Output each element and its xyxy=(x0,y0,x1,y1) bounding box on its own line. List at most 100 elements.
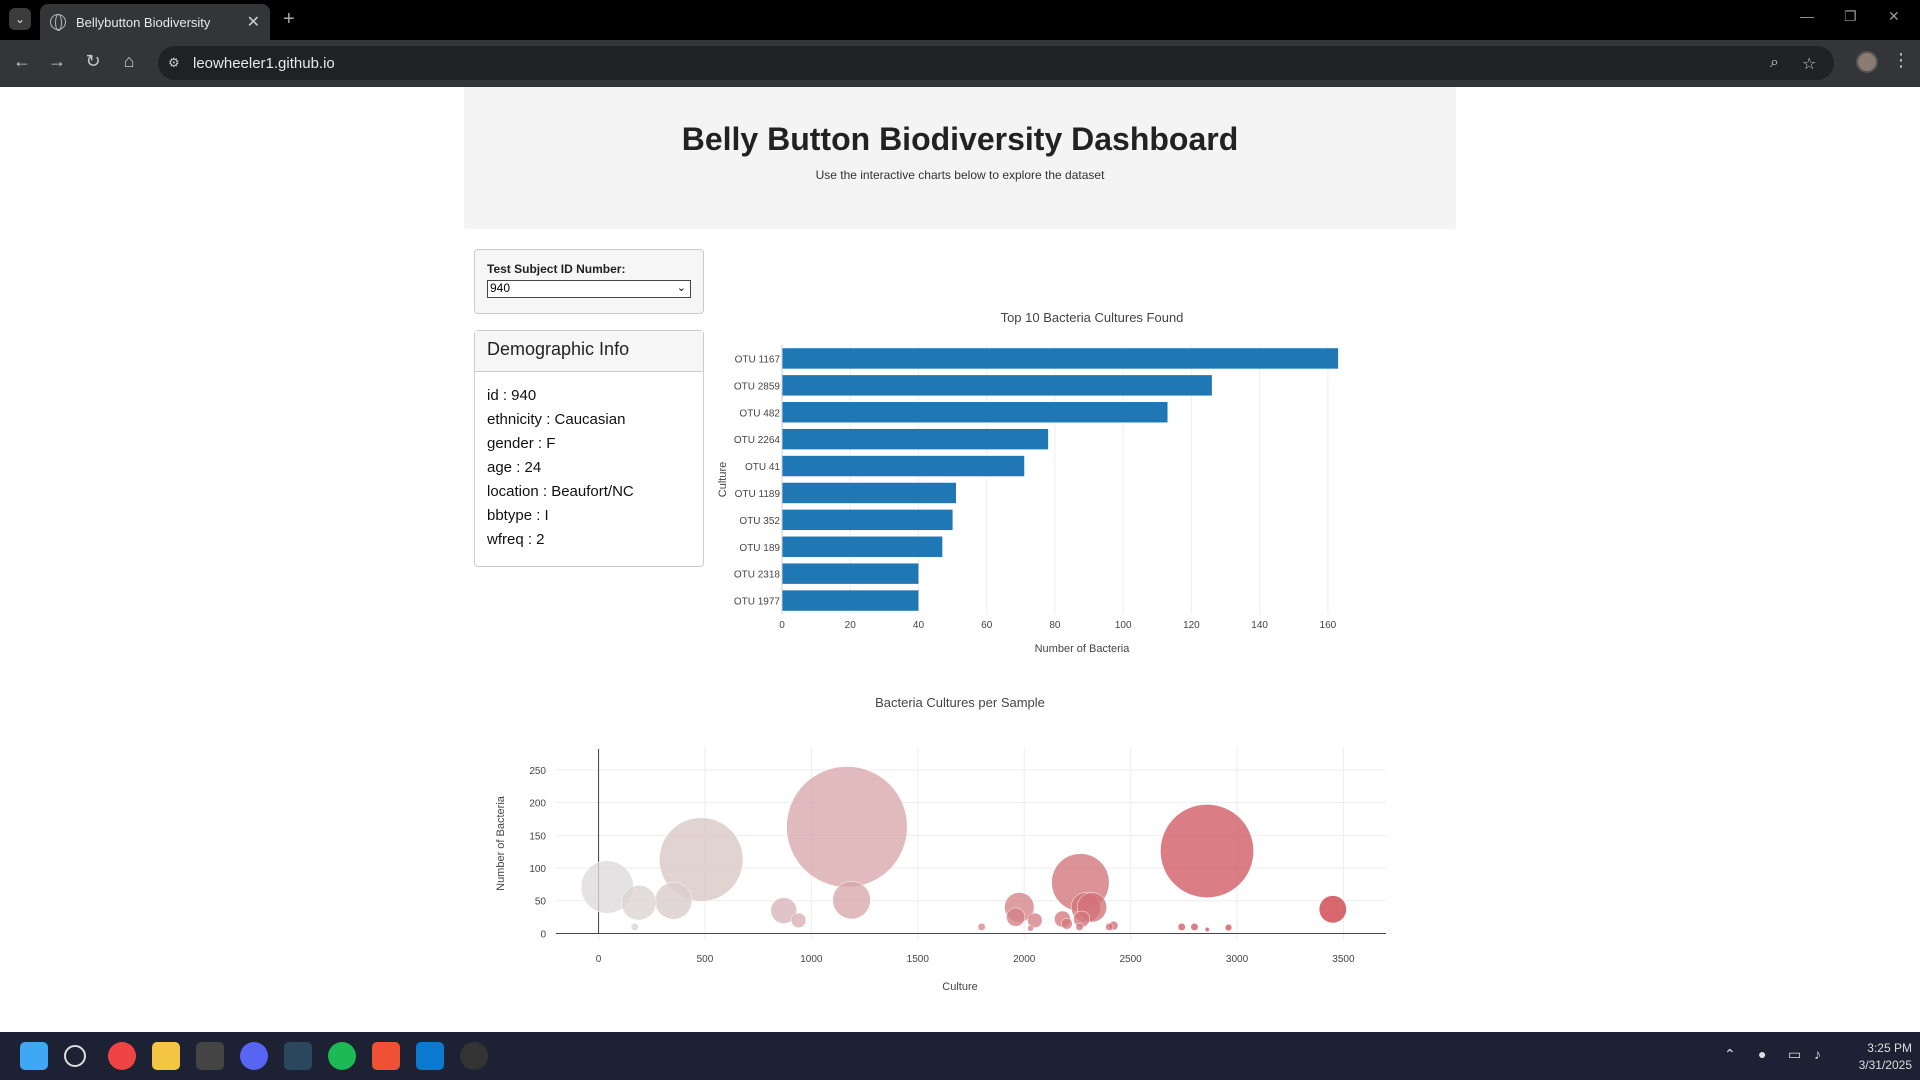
bubble-x-tick-label: 2000 xyxy=(1013,954,1036,965)
bubble xyxy=(977,922,986,931)
bar-category-label: OTU 2859 xyxy=(734,381,781,392)
bubble-y-axis-label: Number of Bacteria xyxy=(495,795,507,891)
clock-date[interactable]: 3/31/2025 xyxy=(1858,1058,1912,1072)
demographic-line: id : 940 xyxy=(487,387,537,404)
bar-y-axis-label: Culture xyxy=(717,462,729,497)
bar-x-tick-label: 100 xyxy=(1115,620,1132,631)
search-icon[interactable] xyxy=(64,1045,86,1067)
bar-x-tick-label: 0 xyxy=(779,620,785,631)
forward-icon[interactable]: → xyxy=(48,51,66,71)
subject-id-select[interactable]: 940 ⌄ xyxy=(487,280,691,298)
selector-label: Test Subject ID Number: xyxy=(487,262,626,276)
file-explorer-icon[interactable] xyxy=(152,1042,180,1070)
bar-category-label: OTU 352 xyxy=(739,516,780,527)
bubble-y-tick-label: 200 xyxy=(529,799,546,810)
bubble xyxy=(659,817,744,902)
demographic-line: bbtype : I xyxy=(487,507,549,524)
reload-icon[interactable]: ↻ xyxy=(85,51,101,71)
bubble xyxy=(630,922,639,931)
bar-category-label: OTU 2264 xyxy=(734,435,781,446)
git-icon[interactable] xyxy=(372,1042,400,1070)
bubble xyxy=(1105,922,1114,931)
demographic-panel: Demographic Info id : 940 ethnicity : Cau… xyxy=(474,330,704,567)
tab-strip: ⌄ Bellybutton Biodiversity ✕ + — ❐ ✕ xyxy=(0,0,1920,40)
zoom-icon[interactable]: ⌕ xyxy=(1770,54,1779,71)
menu-icon[interactable]: ⋮ xyxy=(1892,50,1910,70)
vscode-icon[interactable] xyxy=(416,1042,444,1070)
back-icon[interactable]: ← xyxy=(13,51,31,71)
bubble xyxy=(1060,917,1073,930)
microphone-icon[interactable]: ● xyxy=(1758,1046,1767,1062)
bubble-chart: Bacteria Cultures per Sample 0 50 100 150 200… xyxy=(495,695,1386,993)
bar-category-label: OTU 1189 xyxy=(735,489,781,500)
bubble-y-tick-label: 250 xyxy=(529,766,546,777)
demographic-body: id : 940 ethnicity : Caucasian gender : F a… xyxy=(475,372,703,564)
tab-search-button[interactable]: ⌄ xyxy=(9,8,31,30)
home-icon[interactable]: ⌂ xyxy=(123,51,135,71)
bar xyxy=(782,563,919,584)
restore-icon[interactable]: ❐ xyxy=(1844,8,1857,24)
clock-time[interactable]: 3:25 PM xyxy=(1867,1041,1912,1055)
bubble-x-tick-label: 3000 xyxy=(1226,954,1249,965)
bubble-y-tick-label: 50 xyxy=(535,897,547,908)
page-header: Belly Button Biodiversity Dashboard Use … xyxy=(464,87,1456,229)
globe-icon xyxy=(50,14,66,31)
close-window-icon[interactable]: ✕ xyxy=(1888,8,1900,24)
windows-start-icon[interactable] xyxy=(20,1042,48,1070)
address-bar[interactable]: ⚙ leowheeler1.github.io ⌕ ☆ xyxy=(158,46,1834,80)
bubble xyxy=(1075,922,1084,931)
minimize-icon[interactable]: — xyxy=(1800,8,1814,24)
bubble xyxy=(790,912,807,929)
spotify-icon[interactable] xyxy=(328,1042,356,1070)
active-tab[interactable]: Bellybutton Biodiversity ✕ xyxy=(40,4,270,40)
bar-x-tick-label: 40 xyxy=(913,620,925,631)
bar xyxy=(782,455,1025,477)
bar-category-label: OTU 1167 xyxy=(735,354,781,365)
bubble xyxy=(1204,927,1210,933)
chrome-icon[interactable] xyxy=(108,1042,136,1070)
bubble-x-tick-label: 1000 xyxy=(800,954,823,965)
bubble xyxy=(1177,922,1186,931)
bubble-x-tick-label: 2500 xyxy=(1119,954,1142,965)
bubble-x-tick-label: 500 xyxy=(697,954,714,965)
bar-x-tick-label: 80 xyxy=(1049,620,1061,631)
discord-icon[interactable] xyxy=(240,1042,268,1070)
bubble xyxy=(1160,804,1254,898)
bubble-chart-title: Bacteria Cultures per Sample xyxy=(875,695,1045,710)
network-icon[interactable]: ▭ xyxy=(1788,1046,1802,1062)
bubble-y-tick-label: 150 xyxy=(529,831,546,842)
volume-icon[interactable]: ♪ xyxy=(1814,1046,1821,1062)
obs-icon[interactable] xyxy=(460,1042,488,1070)
live-app-icon[interactable] xyxy=(196,1042,224,1070)
bubble xyxy=(770,897,797,924)
chevron-down-icon: ⌄ xyxy=(676,282,686,294)
page-subtitle: Use the interactive charts below to expl… xyxy=(815,168,1105,182)
bookmark-star-icon[interactable]: ☆ xyxy=(1802,56,1817,73)
bar xyxy=(782,402,1168,423)
bar-chart: Top 10 Bacteria Cultures Found 0 20 40 60 80 1… xyxy=(717,310,1339,655)
bar-category-label: OTU 2318 xyxy=(734,570,781,581)
url-text: leowheeler1.github.io xyxy=(193,55,335,72)
site-info-icon[interactable]: ⚙ xyxy=(168,55,180,70)
bubble xyxy=(621,885,657,921)
selected-value: 940 xyxy=(490,281,511,295)
bar-x-tick-label: 140 xyxy=(1251,620,1268,631)
page-title: Belly Button Biodiversity Dashboard xyxy=(681,121,1239,157)
bar xyxy=(782,375,1212,396)
profile-avatar[interactable] xyxy=(1856,51,1878,73)
bar-x-tick-label: 60 xyxy=(981,620,993,631)
web-page: Belly Button Biodiversity Dashboard Use … xyxy=(0,87,1920,1032)
steam-icon[interactable] xyxy=(284,1042,312,1070)
browser-chrome: ⌄ Bellybutton Biodiversity ✕ + — ❐ ✕ ← →… xyxy=(0,0,1920,87)
bar-x-tick-label: 120 xyxy=(1183,620,1200,631)
new-tab-button[interactable]: + xyxy=(283,8,295,30)
bubble-x-axis-label: Culture xyxy=(942,981,977,993)
tray-chevron-icon[interactable]: ⌃ xyxy=(1724,1046,1736,1062)
bar xyxy=(782,509,953,531)
bar-category-label: OTU 189 xyxy=(739,543,780,554)
bubble xyxy=(1027,925,1034,932)
taskbar: ⌃ ● ▭ ♪ 3:25 PM 3/31/2025 xyxy=(0,1032,1920,1080)
bar xyxy=(782,348,1339,369)
close-tab-icon[interactable]: ✕ xyxy=(246,14,260,31)
bar xyxy=(782,536,943,557)
